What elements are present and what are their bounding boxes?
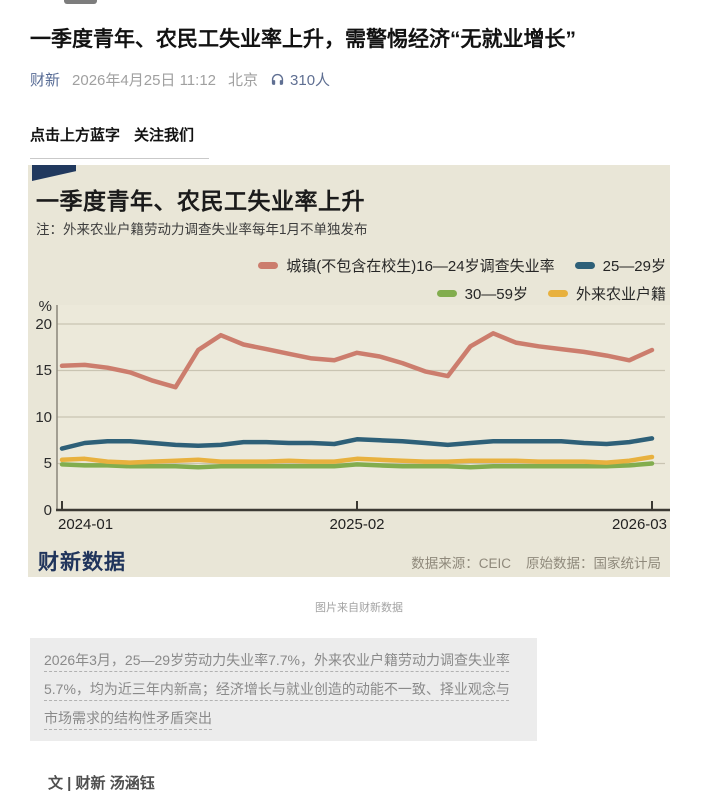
y-tick-label: 20 [35,316,52,333]
chart-note: 注：外来农业户籍劳动力调查失业率每年1月不单独发布 [36,222,368,237]
summary-box: 2026年3月，25—29岁劳动力失业率7.7%，外来农业户籍劳动力调查失业率5… [30,638,537,741]
x-tick-label: 2024-01 [58,516,114,533]
x-tick-label: 2025-02 [329,516,385,533]
publish-date: 2026年4月25日 11:12 [72,72,217,89]
article-title: 一季度青年、农民工失业率上升，需警惕经济“无就业增长” [30,28,576,51]
chart-sources: 数据来源：CEIC 原始数据：国家统计局 [411,552,661,572]
y-tick-label: 0 [43,502,52,519]
legend-item: 城镇(不包含在校生)16—24岁调查失业率 [258,255,555,276]
original-source: 原始数据：国家统计局 [526,556,661,571]
legend-item: 25—29岁 [574,255,666,276]
divider [30,158,209,159]
line-chart-canvas [56,305,670,512]
y-tick-label: 5 [43,455,52,472]
legend-label: 城镇(不包含在校生)16—24岁调查失业率 [286,258,555,275]
publish-location: 北京 [228,72,259,89]
series-line-3 [59,454,655,465]
series-line-0 [59,331,655,390]
cta-left: 点击上方蓝字 [30,127,121,144]
legend-swatch [547,290,568,297]
account-link[interactable]: 财新 [30,72,61,89]
plot-area: % 20 15 10 5 0 2024-01 2025-02 2026-03 [28,298,670,533]
drag-handle [64,0,97,4]
byline: 财新 2026年4月25日 11:12 北京 310人 [30,69,330,90]
chart-legend: 城镇(不包含在校生)16—24岁调查失业率 25—29岁 30—59岁 外来农业户籍 [258,255,666,304]
legend-row-1: 城镇(不包含在校生)16—24岁调查失业率 25—29岁 [258,255,666,276]
x-axis-labels: 2024-01 2025-02 2026-03 [28,516,670,536]
image-caption: 图片来自财新数据 [315,602,403,614]
legend-row-2: 30—59岁 外来农业户籍 [436,283,666,304]
legend-item: 外来农业户籍 [547,283,666,304]
legend-item: 30—59岁 [436,283,528,304]
legend-swatch [574,262,595,269]
cta-right: 关注我们 [134,127,195,144]
caixin-flag-decoration [32,165,76,181]
summary-text: 2026年3月，25—29岁劳动力失业率7.7%，外来农业户籍劳动力调查失业率5… [44,652,510,726]
series-line-1 [59,436,655,451]
chart-image[interactable]: 一季度青年、农民工失业率上升 注：外来农业户籍劳动力调查失业率每年1月不单独发布… [28,165,670,577]
plot-background [57,305,670,510]
caixin-data-logo: 财新数据 [38,551,126,574]
x-tick-label: 2026-03 [611,516,667,533]
follow-cta: 点击上方蓝字 关注我们 [30,124,194,145]
chart-title: 一季度青年、农民工失业率上升 [36,188,365,214]
legend-label: 25—29岁 [602,258,666,275]
author-line: 文 | 财新 汤涵钰 [48,775,155,792]
y-tick-label: 10 [35,409,52,426]
legend-swatch [436,290,457,297]
y-tick-label: 15 [35,362,52,379]
data-source: 数据来源：CEIC [411,556,511,571]
headphones-icon [271,73,284,85]
listen-count: 310人 [290,72,331,89]
y-axis-unit: % [38,298,52,315]
series-line-2 [59,461,655,470]
legend-label: 外来农业户籍 [575,286,666,303]
legend-label: 30—59岁 [464,286,528,303]
listen-button[interactable]: 310人 [270,69,330,90]
legend-swatch [258,262,279,269]
